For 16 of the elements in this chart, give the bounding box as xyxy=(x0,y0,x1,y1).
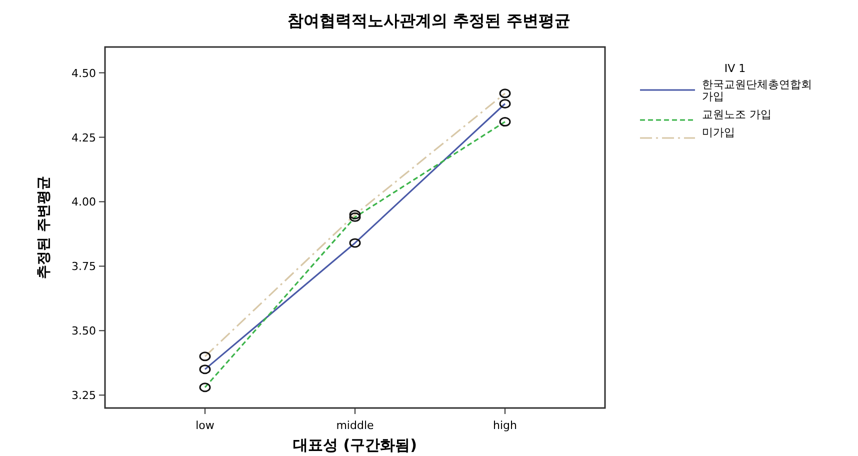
legend-label: 한국교원단체총연합회 가입 xyxy=(702,78,812,103)
legend-label: 교원노조 가입 xyxy=(702,108,772,121)
y-tick-label: 3.75 xyxy=(72,260,96,274)
y-tick-label: 4.00 xyxy=(72,196,96,209)
legend-title: IV 1 xyxy=(724,62,746,75)
y-axis-title: 추정된 주변평균 xyxy=(36,176,52,279)
y-tick-label: 4.25 xyxy=(72,131,96,144)
y-tick-label: 3.50 xyxy=(72,324,96,338)
x-tick-label: high xyxy=(493,419,518,432)
x-tick-label: middle xyxy=(336,419,374,432)
x-axis-title: 대표성 (구간화됨) xyxy=(293,436,417,454)
chart-title: 참여협력적노사관계의 추정된 주변평균 xyxy=(287,11,571,30)
y-tick-label: 4.50 xyxy=(72,66,96,80)
legend-label: 미가입 xyxy=(702,126,735,139)
y-tick-label: 3.25 xyxy=(72,389,96,402)
x-tick-label: low xyxy=(196,419,214,432)
